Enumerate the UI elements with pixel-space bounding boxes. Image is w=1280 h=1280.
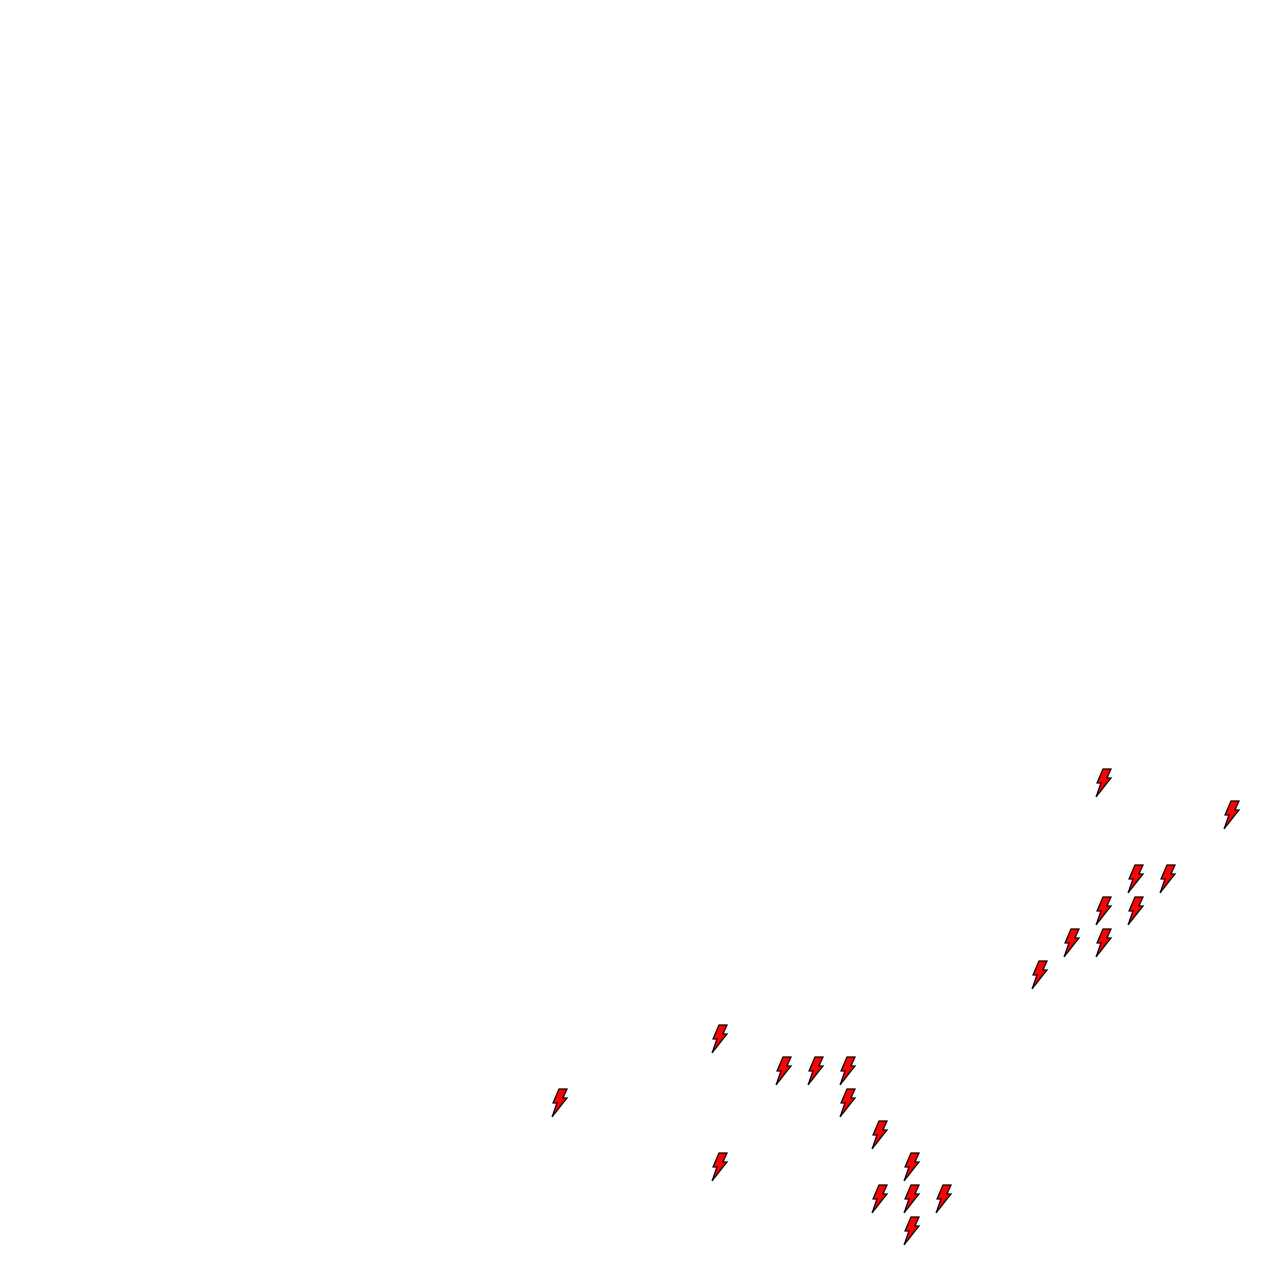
lightning-bolt-icon (551, 1088, 569, 1118)
lightning-marker[interactable] (934, 1184, 954, 1214)
lightning-marker[interactable] (838, 1056, 858, 1086)
lightning-bolt-icon (903, 1184, 921, 1214)
lightning-marker[interactable] (710, 1024, 730, 1054)
lightning-bolt-icon (903, 1152, 921, 1182)
lightning-marker[interactable] (1126, 864, 1146, 894)
lightning-bolt-icon (871, 1184, 889, 1214)
lightning-bolt-icon (839, 1056, 857, 1086)
lightning-bolt-icon (1223, 800, 1241, 830)
lightning-marker[interactable] (1030, 960, 1050, 990)
lightning-marker[interactable] (774, 1056, 794, 1086)
lightning-bolt-icon (1031, 960, 1049, 990)
lightning-marker[interactable] (1062, 928, 1082, 958)
lightning-bolt-icon (1095, 928, 1113, 958)
lightning-marker[interactable] (870, 1184, 890, 1214)
lightning-bolt-icon (1159, 864, 1177, 894)
lightning-bolt-icon (903, 1216, 921, 1246)
lightning-bolt-icon (807, 1056, 825, 1086)
lightning-bolt-icon (935, 1184, 953, 1214)
lightning-marker[interactable] (838, 1088, 858, 1118)
lightning-marker[interactable] (1094, 928, 1114, 958)
lightning-marker[interactable] (550, 1088, 570, 1118)
lightning-marker[interactable] (1158, 864, 1178, 894)
lightning-bolt-icon (1095, 896, 1113, 926)
lightning-bolt-icon (1127, 864, 1145, 894)
lightning-marker[interactable] (1222, 800, 1242, 830)
lightning-bolt-icon (775, 1056, 793, 1086)
lightning-marker[interactable] (1094, 896, 1114, 926)
lightning-marker[interactable] (1126, 896, 1146, 926)
lightning-marker[interactable] (902, 1184, 922, 1214)
lightning-marker[interactable] (806, 1056, 826, 1086)
lightning-marker[interactable] (710, 1152, 730, 1182)
lightning-marker[interactable] (902, 1152, 922, 1182)
lightning-marker[interactable] (870, 1120, 890, 1150)
lightning-bolt-icon (1095, 768, 1113, 798)
lightning-bolt-icon (1127, 896, 1145, 926)
lightning-bolt-icon (871, 1120, 889, 1150)
lightning-bolt-icon (1063, 928, 1081, 958)
lightning-bolt-icon (839, 1088, 857, 1118)
lightning-bolt-icon (711, 1152, 729, 1182)
lightning-marker[interactable] (902, 1216, 922, 1246)
lightning-marker[interactable] (1094, 768, 1114, 798)
lightning-bolt-icon (711, 1024, 729, 1054)
